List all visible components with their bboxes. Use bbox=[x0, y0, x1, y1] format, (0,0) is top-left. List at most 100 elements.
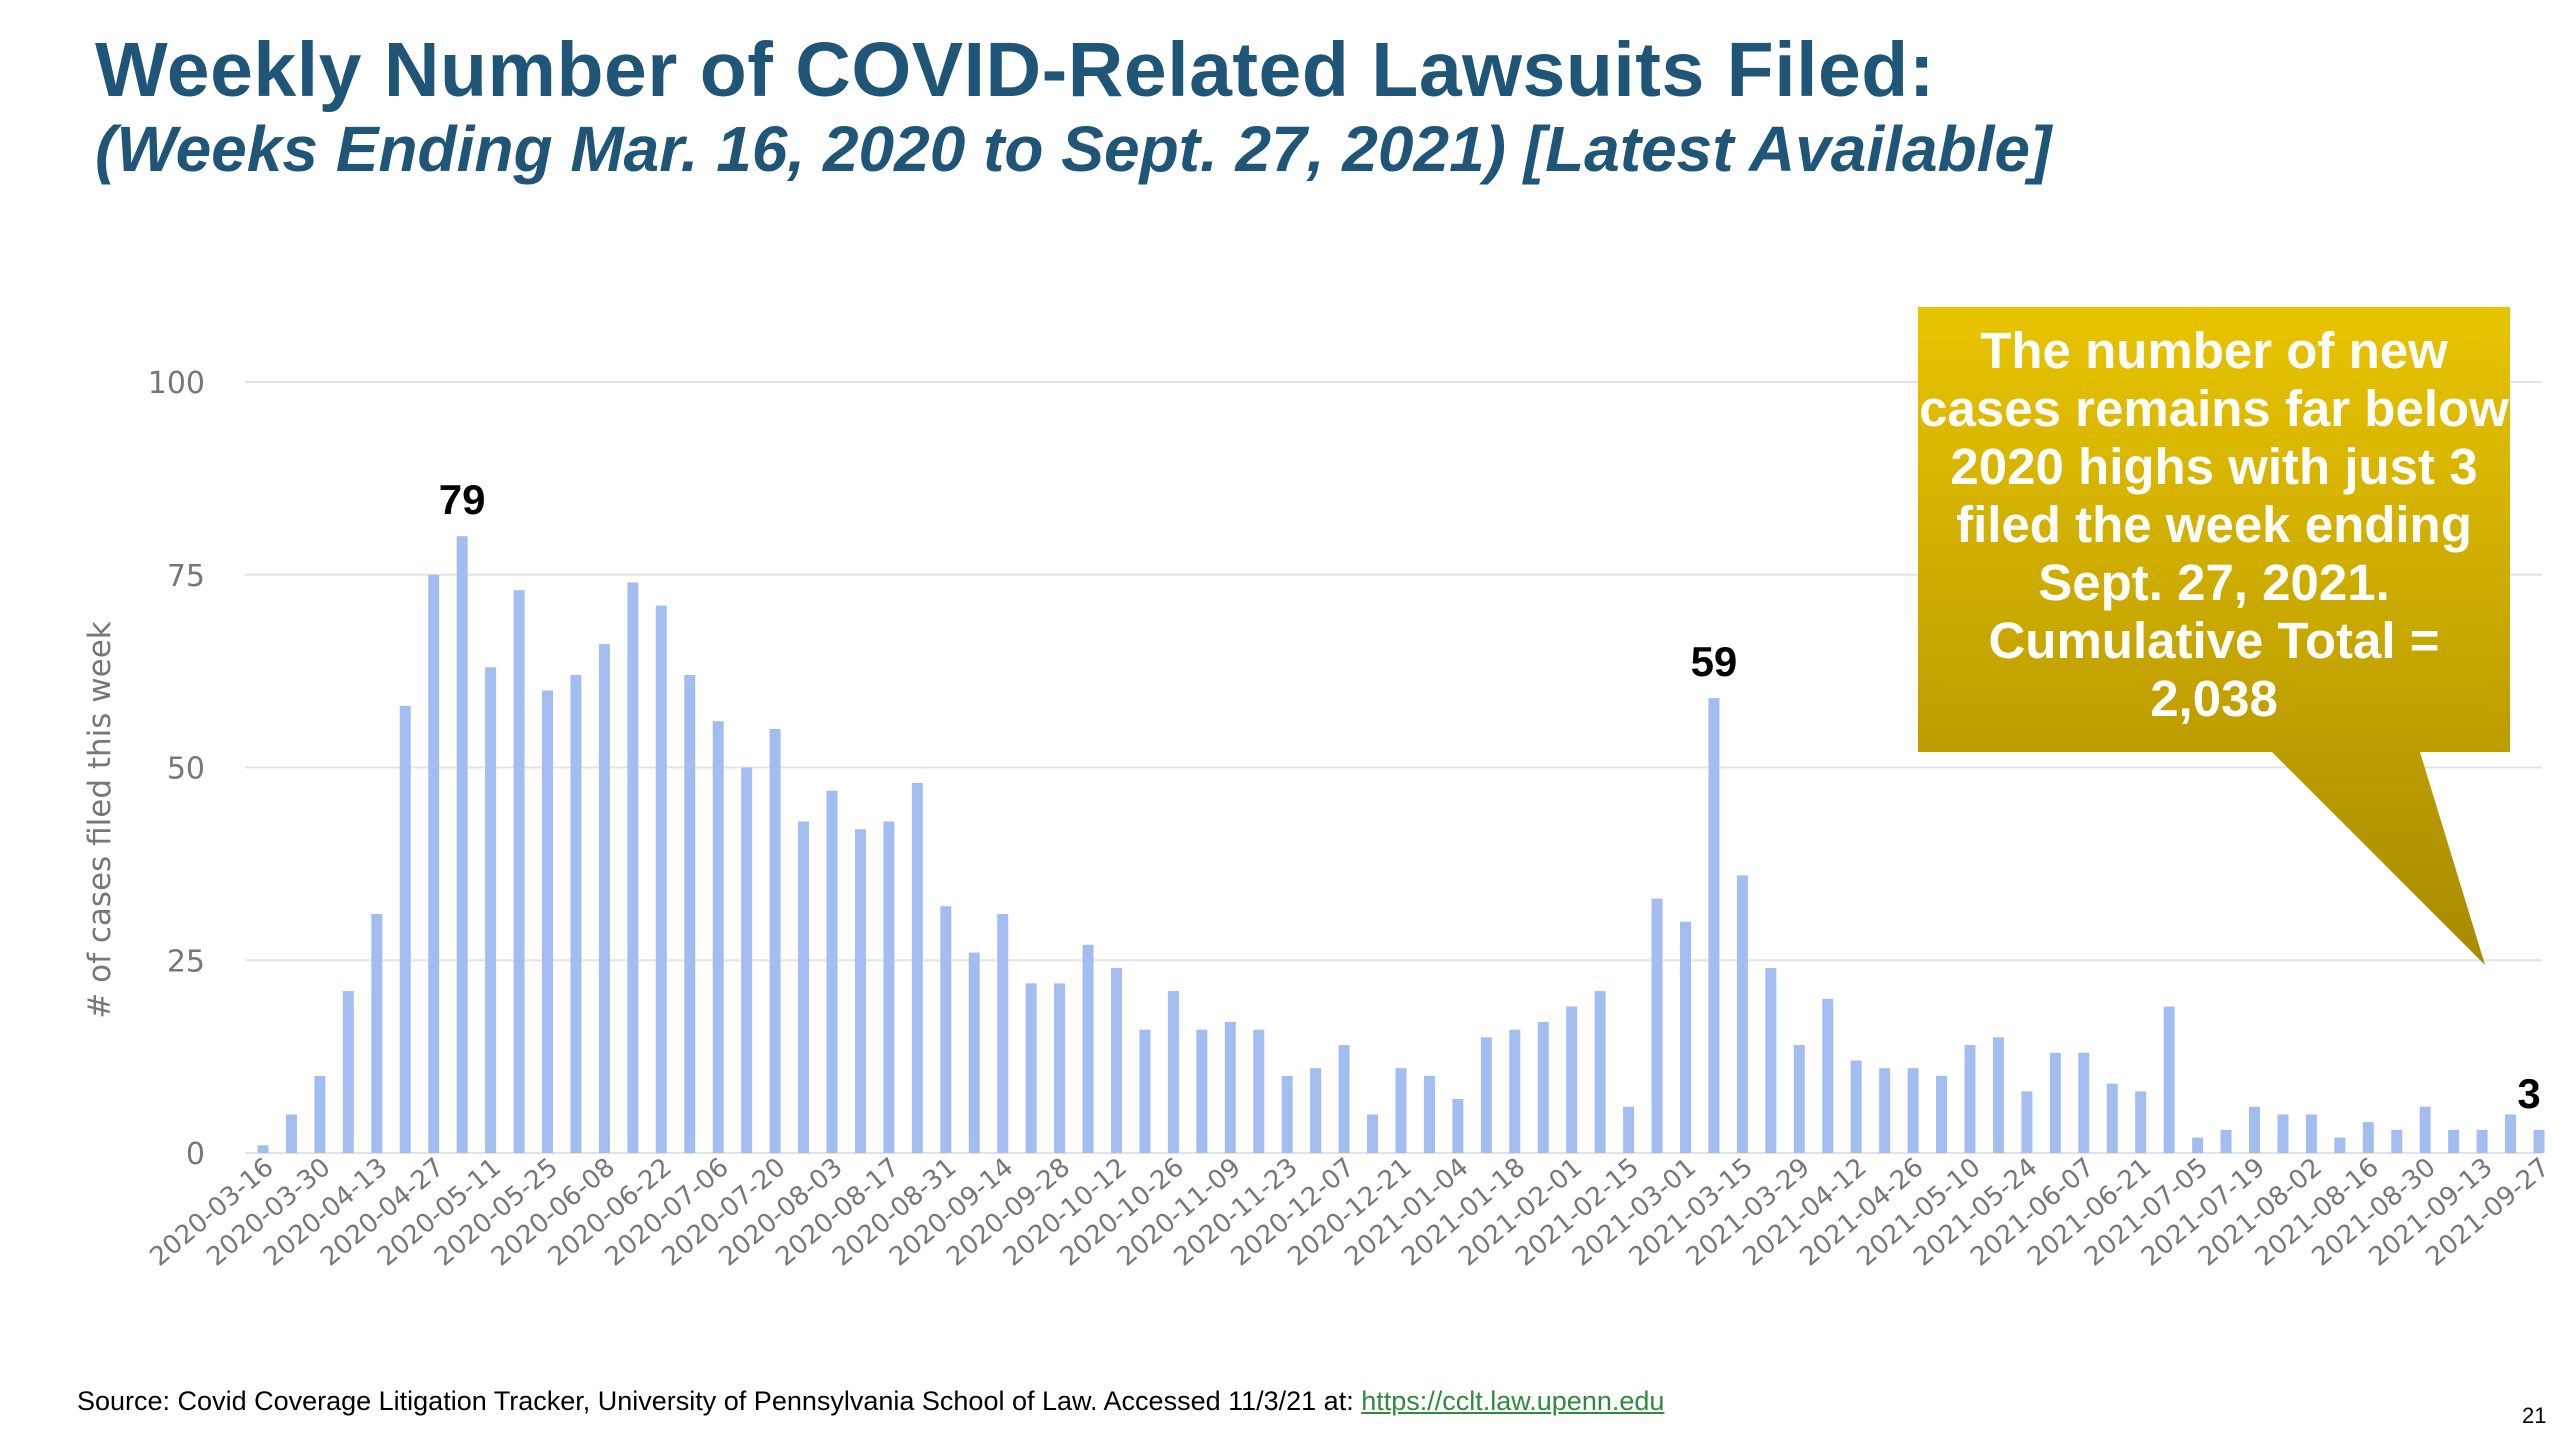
bar bbox=[1480, 1037, 1492, 1153]
bar bbox=[1054, 983, 1066, 1153]
bar bbox=[1537, 1021, 1549, 1153]
bar bbox=[741, 767, 753, 1153]
y-tick-label: 25 bbox=[167, 944, 205, 979]
y-tick-label: 0 bbox=[186, 1137, 205, 1172]
bar bbox=[883, 821, 895, 1153]
callout-text: The number of new cases remains far belo… bbox=[1919, 322, 2509, 727]
bar bbox=[1025, 983, 1037, 1153]
bar bbox=[997, 913, 1009, 1153]
bar bbox=[456, 536, 468, 1153]
bar bbox=[1509, 1029, 1521, 1153]
bar bbox=[285, 1114, 297, 1153]
bar bbox=[1850, 1060, 1862, 1153]
bar bbox=[1651, 898, 1663, 1153]
y-tick-label: 50 bbox=[167, 752, 205, 787]
bar bbox=[684, 674, 696, 1153]
bar-annotation: 3 bbox=[2517, 1070, 2540, 1117]
bar bbox=[1196, 1029, 1208, 1153]
bar bbox=[2021, 1091, 2033, 1153]
bar bbox=[2391, 1129, 2403, 1153]
bar bbox=[1338, 1045, 1350, 1153]
bar-annotation: 59 bbox=[1691, 638, 1738, 685]
bar bbox=[485, 667, 497, 1153]
bar bbox=[2220, 1129, 2232, 1153]
bar bbox=[627, 582, 639, 1153]
bar bbox=[598, 644, 610, 1153]
bar bbox=[428, 574, 440, 1153]
bar bbox=[2505, 1114, 2517, 1153]
slide-subtitle: (Weeks Ending Mar. 16, 2020 to Sept. 27,… bbox=[95, 113, 2052, 185]
bar bbox=[257, 1145, 269, 1153]
bar bbox=[1879, 1068, 1891, 1153]
source-link[interactable]: https://cclt.law.upenn.edu bbox=[1361, 1386, 1665, 1416]
bar bbox=[1936, 1075, 1948, 1153]
bar bbox=[826, 790, 838, 1153]
bar bbox=[911, 782, 923, 1153]
bar bbox=[1224, 1021, 1236, 1153]
bar bbox=[371, 913, 383, 1153]
bar bbox=[513, 590, 525, 1153]
bar bbox=[2476, 1129, 2488, 1153]
bar bbox=[2078, 1052, 2090, 1153]
bar bbox=[570, 674, 582, 1153]
bar bbox=[1680, 921, 1691, 1153]
bar bbox=[1594, 991, 1606, 1153]
bar bbox=[1111, 967, 1122, 1153]
bar bbox=[342, 991, 354, 1153]
y-axis-label: # of cases filed this week bbox=[82, 621, 118, 1018]
source-text: Source: Covid Coverage Litigation Tracke… bbox=[77, 1386, 1362, 1416]
bar bbox=[968, 952, 980, 1153]
bar bbox=[2334, 1137, 2346, 1153]
bar bbox=[2163, 1006, 2175, 1153]
bar bbox=[2533, 1129, 2545, 1153]
bar bbox=[1822, 998, 1834, 1153]
bar bbox=[1964, 1045, 1976, 1153]
y-tick-label: 75 bbox=[167, 559, 205, 594]
bar bbox=[1736, 875, 1748, 1153]
bar bbox=[1708, 698, 1720, 1153]
bar bbox=[2362, 1122, 2374, 1153]
page-number: 21 bbox=[2522, 1403, 2547, 1428]
bar bbox=[1395, 1068, 1407, 1153]
bar bbox=[1992, 1037, 2004, 1153]
bar bbox=[1623, 1106, 1635, 1153]
callout-box bbox=[1918, 307, 2510, 965]
bar bbox=[2419, 1106, 2431, 1153]
bar bbox=[2249, 1106, 2260, 1153]
bar bbox=[2305, 1114, 2317, 1153]
bar-annotation: 79 bbox=[439, 476, 486, 523]
bar bbox=[2106, 1083, 2118, 1153]
bar bbox=[1167, 991, 1179, 1153]
bar bbox=[314, 1075, 326, 1153]
bar bbox=[2049, 1052, 2061, 1153]
bar bbox=[1310, 1068, 1322, 1153]
bar bbox=[940, 906, 952, 1153]
bar bbox=[542, 690, 553, 1153]
slide-title: Weekly Number of COVID-Related Lawsuits … bbox=[95, 27, 1935, 113]
bar-annotations: 79 59 3 bbox=[439, 476, 2541, 1117]
bar bbox=[399, 705, 411, 1153]
source-note: Source: Covid Coverage Litigation Tracke… bbox=[77, 1386, 1664, 1417]
bar bbox=[1566, 1006, 1578, 1153]
y-tick-label: 100 bbox=[148, 366, 205, 401]
bar bbox=[1423, 1075, 1435, 1153]
bar bbox=[2192, 1137, 2204, 1153]
bar bbox=[1452, 1099, 1464, 1153]
bar bbox=[655, 605, 667, 1153]
x-axis-ticks: 2020-03-162020-03-302020-04-132020-04-27… bbox=[144, 1152, 2555, 1272]
bar bbox=[769, 728, 781, 1153]
callout-shape bbox=[1918, 307, 2510, 965]
bar bbox=[1082, 944, 1094, 1153]
bar bbox=[1793, 1045, 1805, 1153]
bar bbox=[1253, 1029, 1265, 1153]
bar bbox=[1139, 1029, 1151, 1153]
bar bbox=[854, 829, 866, 1153]
bar bbox=[1367, 1114, 1379, 1153]
y-axis-ticks: 0 25 50 75 100 bbox=[148, 366, 205, 1172]
bar bbox=[1765, 967, 1777, 1153]
bar bbox=[2277, 1114, 2289, 1153]
bar bbox=[712, 721, 724, 1153]
bar bbox=[2135, 1091, 2147, 1153]
chart-bars bbox=[257, 536, 2545, 1153]
